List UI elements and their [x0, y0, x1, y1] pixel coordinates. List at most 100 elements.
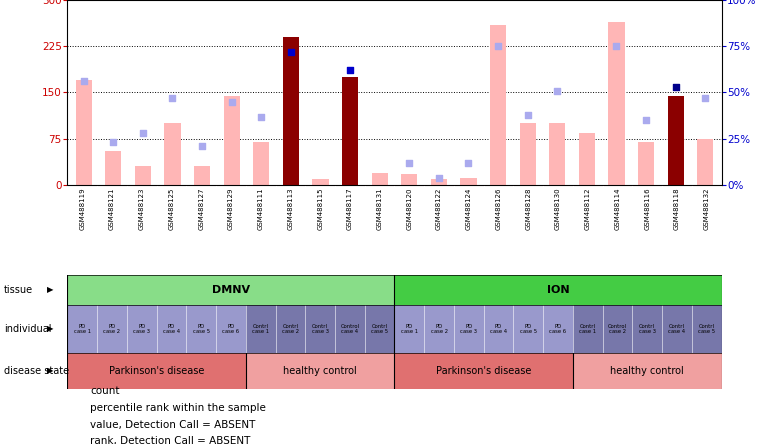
Text: GSM488113: GSM488113 — [287, 188, 293, 230]
Text: GSM488126: GSM488126 — [496, 188, 502, 230]
Point — [403, 159, 415, 166]
Text: percentile rank within the sample: percentile rank within the sample — [90, 403, 267, 412]
Bar — [165, 123, 181, 185]
Bar — [401, 174, 417, 185]
Text: Contrl
case 5: Contrl case 5 — [371, 324, 388, 334]
Text: GSM488115: GSM488115 — [317, 188, 323, 230]
Text: Control
case 4: Control case 4 — [340, 324, 359, 334]
Bar — [667, 95, 684, 185]
Point — [699, 95, 712, 102]
Text: PD
case 2: PD case 2 — [103, 324, 120, 334]
Point — [463, 159, 475, 166]
Text: disease state: disease state — [4, 366, 69, 376]
Bar — [430, 179, 447, 185]
Text: count: count — [90, 386, 120, 396]
Text: PD
case 6: PD case 6 — [222, 324, 240, 334]
Bar — [608, 22, 624, 185]
Point — [433, 174, 445, 181]
Point — [137, 130, 149, 137]
Text: DMNV: DMNV — [212, 285, 250, 295]
Point — [196, 143, 208, 150]
Point — [611, 43, 623, 50]
Bar — [224, 95, 240, 185]
Text: value, Detection Call = ABSENT: value, Detection Call = ABSENT — [90, 420, 256, 429]
Bar — [460, 178, 476, 185]
Point — [552, 87, 564, 94]
Text: Parkinson's disease: Parkinson's disease — [436, 366, 532, 376]
Text: PD
case 2: PD case 2 — [430, 324, 447, 334]
Point — [255, 113, 267, 120]
Text: PD
case 1: PD case 1 — [74, 324, 91, 334]
Point — [669, 83, 682, 91]
Bar — [313, 179, 329, 185]
Point — [225, 98, 237, 105]
Text: ION: ION — [547, 285, 569, 295]
Bar — [253, 142, 270, 185]
Point — [522, 111, 534, 118]
Text: GSM488112: GSM488112 — [584, 188, 591, 230]
Text: rank, Detection Call = ABSENT: rank, Detection Call = ABSENT — [90, 436, 250, 444]
Bar — [76, 80, 92, 185]
Text: GSM488132: GSM488132 — [704, 188, 710, 230]
Text: GSM488111: GSM488111 — [257, 188, 264, 230]
Text: PD
case 5: PD case 5 — [193, 324, 210, 334]
Text: PD
case 4: PD case 4 — [163, 324, 180, 334]
Text: GSM488121: GSM488121 — [109, 188, 115, 230]
Bar — [579, 133, 595, 185]
Bar — [342, 77, 358, 185]
Text: ▶: ▶ — [47, 325, 53, 333]
Text: Contrl
case 3: Contrl case 3 — [312, 324, 329, 334]
Point — [640, 117, 652, 124]
Bar — [135, 166, 151, 185]
Text: GSM488123: GSM488123 — [139, 188, 145, 230]
Text: GSM488120: GSM488120 — [406, 188, 412, 230]
Text: Contrl
case 1: Contrl case 1 — [252, 324, 269, 334]
Text: GSM488130: GSM488130 — [555, 188, 561, 230]
Bar — [697, 139, 713, 185]
Text: GSM488128: GSM488128 — [525, 188, 532, 230]
Bar — [105, 151, 122, 185]
Text: GSM488125: GSM488125 — [169, 188, 175, 230]
Text: GSM488117: GSM488117 — [347, 188, 353, 230]
Text: Contrl
case 2: Contrl case 2 — [282, 324, 299, 334]
Text: GSM488119: GSM488119 — [79, 188, 85, 230]
Text: GSM488127: GSM488127 — [198, 188, 205, 230]
Text: GSM488122: GSM488122 — [436, 188, 442, 230]
Text: PD
case 3: PD case 3 — [460, 324, 477, 334]
Bar — [519, 123, 536, 185]
Text: GSM488116: GSM488116 — [644, 188, 650, 230]
Point — [166, 95, 178, 102]
Text: GSM488118: GSM488118 — [674, 188, 680, 230]
Bar — [549, 123, 565, 185]
Text: PD
case 3: PD case 3 — [133, 324, 150, 334]
Text: healthy control: healthy control — [283, 366, 357, 376]
Point — [344, 67, 356, 74]
Bar — [194, 166, 210, 185]
Point — [285, 48, 297, 56]
Point — [492, 43, 504, 50]
Text: individual: individual — [4, 324, 51, 334]
Text: Contrl
case 1: Contrl case 1 — [579, 324, 596, 334]
Text: ▶: ▶ — [47, 285, 53, 294]
Bar — [372, 173, 388, 185]
Text: tissue: tissue — [4, 285, 33, 295]
Text: PD
case 4: PD case 4 — [490, 324, 507, 334]
Text: Control
case 2: Control case 2 — [608, 324, 627, 334]
Text: Contrl
case 3: Contrl case 3 — [639, 324, 656, 334]
Text: PD
case 1: PD case 1 — [401, 324, 418, 334]
Point — [77, 78, 90, 85]
Bar — [490, 25, 506, 185]
Text: healthy control: healthy control — [611, 366, 684, 376]
Text: ▶: ▶ — [47, 366, 53, 376]
Text: Parkinson's disease: Parkinson's disease — [109, 366, 205, 376]
Point — [107, 139, 119, 146]
Bar — [638, 142, 654, 185]
Bar — [283, 37, 299, 185]
Text: GSM488131: GSM488131 — [377, 188, 383, 230]
Text: GSM488124: GSM488124 — [466, 188, 472, 230]
Text: PD
case 5: PD case 5 — [520, 324, 537, 334]
Text: PD
case 6: PD case 6 — [549, 324, 567, 334]
Text: GSM488114: GSM488114 — [614, 188, 620, 230]
Text: GSM488129: GSM488129 — [228, 188, 234, 230]
Text: Contrl
case 4: Contrl case 4 — [669, 324, 686, 334]
